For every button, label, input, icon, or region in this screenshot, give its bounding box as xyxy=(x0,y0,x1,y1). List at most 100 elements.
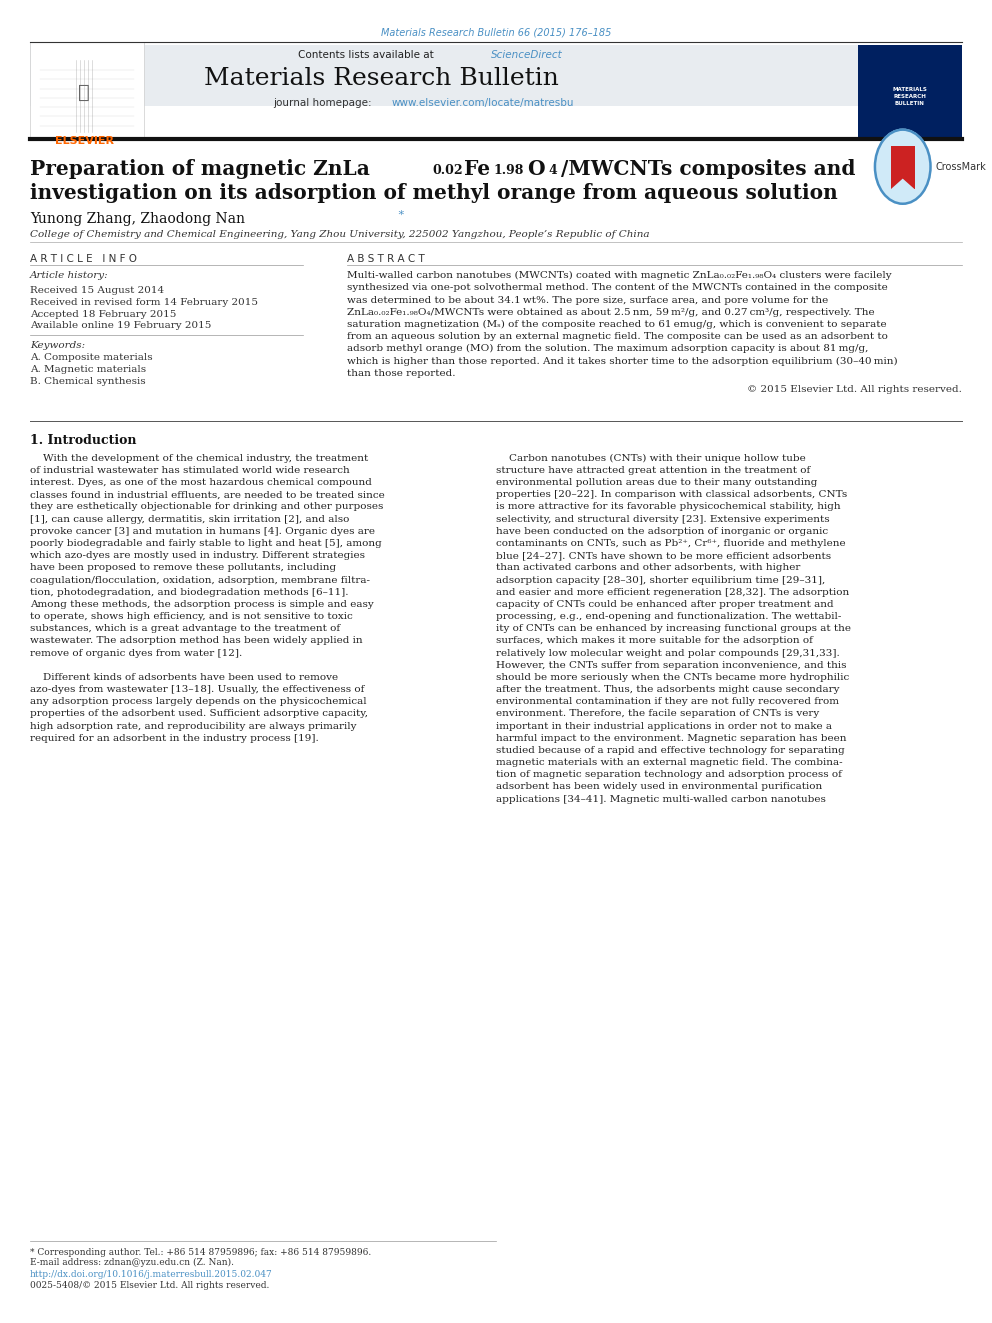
Text: adsorb methyl orange (MO) from the solution. The maximum adsorption capacity is : adsorb methyl orange (MO) from the solut… xyxy=(347,344,869,353)
Text: have been proposed to remove these pollutants, including: have been proposed to remove these pollu… xyxy=(30,564,336,573)
Text: coagulation/flocculation, oxidation, adsorption, membrane filtra-: coagulation/flocculation, oxidation, ads… xyxy=(30,576,370,585)
Text: relatively low molecular weight and polar compounds [29,31,33].: relatively low molecular weight and pola… xyxy=(496,648,840,658)
Text: 🌿: 🌿 xyxy=(78,83,90,102)
Text: Yunong Zhang, Zhaodong Nan: Yunong Zhang, Zhaodong Nan xyxy=(30,212,245,226)
Text: Fe: Fe xyxy=(464,159,490,179)
Text: studied because of a rapid and effective technology for separating: studied because of a rapid and effective… xyxy=(496,746,845,755)
Text: However, the CNTs suffer from separation inconvenience, and this: However, the CNTs suffer from separation… xyxy=(496,660,846,669)
Text: poorly biodegradable and fairly stable to light and heat [5], among: poorly biodegradable and fairly stable t… xyxy=(30,538,382,548)
Text: properties [20–22]. In comparison with classical adsorbents, CNTs: properties [20–22]. In comparison with c… xyxy=(496,491,847,499)
Text: ELSEVIER: ELSEVIER xyxy=(55,136,114,147)
Text: high adsorption rate, and reproducibility are always primarily: high adsorption rate, and reproducibilit… xyxy=(30,721,356,730)
Text: remove of organic dyes from water [12].: remove of organic dyes from water [12]. xyxy=(30,648,242,658)
Text: required for an adsorbent in the industry process [19].: required for an adsorbent in the industr… xyxy=(30,734,318,742)
Text: ScienceDirect: ScienceDirect xyxy=(491,50,562,61)
Text: Multi-walled carbon nanotubes (MWCNTs) coated with magnetic ZnLa₀.₀₂Fe₁.₉₈O₄ clu: Multi-walled carbon nanotubes (MWCNTs) c… xyxy=(347,271,892,280)
Text: Carbon nanotubes (CNTs) with their unique hollow tube: Carbon nanotubes (CNTs) with their uniqu… xyxy=(496,454,806,463)
Bar xyxy=(858,45,962,138)
Text: Available online 19 February 2015: Available online 19 February 2015 xyxy=(30,321,211,331)
Text: is more attractive for its favorable physicochemical stability, high: is more attractive for its favorable phy… xyxy=(496,503,840,512)
Text: tion, photodegradation, and biodegradation methods [6–11].: tion, photodegradation, and biodegradati… xyxy=(30,587,348,597)
Text: of industrial wastewater has stimulated world wide research: of industrial wastewater has stimulated … xyxy=(30,466,349,475)
Text: environment. Therefore, the facile separation of CNTs is very: environment. Therefore, the facile separ… xyxy=(496,709,819,718)
Bar xyxy=(30,42,144,139)
Text: was determined to be about 34.1 wt%. The pore size, surface area, and pore volum: was determined to be about 34.1 wt%. The… xyxy=(347,295,828,304)
Text: after the treatment. Thus, the adsorbents might cause secondary: after the treatment. Thus, the adsorbent… xyxy=(496,685,839,695)
Text: ity of CNTs can be enhanced by increasing functional groups at the: ity of CNTs can be enhanced by increasin… xyxy=(496,624,851,634)
Bar xyxy=(30,45,962,106)
Text: Among these methods, the adsorption process is simple and easy: Among these methods, the adsorption proc… xyxy=(30,599,374,609)
Text: which is higher than those reported. And it takes shorter time to the adsorption: which is higher than those reported. And… xyxy=(347,356,898,365)
Text: surfaces, which makes it more suitable for the adsorption of: surfaces, which makes it more suitable f… xyxy=(496,636,812,646)
Text: environmental contamination if they are not fully recovered from: environmental contamination if they are … xyxy=(496,697,839,706)
Text: Materials Research Bulletin 66 (2015) 176–185: Materials Research Bulletin 66 (2015) 17… xyxy=(381,28,611,38)
Text: azo-dyes from wastewater [13–18]. Usually, the effectiveness of: azo-dyes from wastewater [13–18]. Usuall… xyxy=(30,685,364,695)
Text: B. Chemical synthesis: B. Chemical synthesis xyxy=(30,377,146,386)
Text: harmful impact to the environment. Magnetic separation has been: harmful impact to the environment. Magne… xyxy=(496,734,846,742)
Text: applications [34–41]. Magnetic multi-walled carbon nanotubes: applications [34–41]. Magnetic multi-wal… xyxy=(496,795,826,803)
Text: adsorption capacity [28–30], shorter equilibrium time [29–31],: adsorption capacity [28–30], shorter equ… xyxy=(496,576,825,585)
Text: Different kinds of adsorbents have been used to remove: Different kinds of adsorbents have been … xyxy=(30,673,338,681)
Text: synthesized via one-pot solvothermal method. The content of the MWCNTs contained: synthesized via one-pot solvothermal met… xyxy=(347,283,888,292)
Text: capacity of CNTs could be enhanced after proper treatment and: capacity of CNTs could be enhanced after… xyxy=(496,599,833,609)
Text: selectivity, and structural diversity [23]. Extensive experiments: selectivity, and structural diversity [2… xyxy=(496,515,829,524)
Text: investigation on its adsorption of methyl orange from aqueous solution: investigation on its adsorption of methy… xyxy=(30,183,837,202)
Text: important in their industrial applications in order not to make a: important in their industrial applicatio… xyxy=(496,721,832,730)
Text: Keywords:: Keywords: xyxy=(30,341,85,351)
Text: O: O xyxy=(527,159,545,179)
Text: to operate, shows high efficiency, and is not sensitive to toxic: to operate, shows high efficiency, and i… xyxy=(30,613,352,620)
Text: from an aqueous solution by an external magnetic field. The composite can be use: from an aqueous solution by an external … xyxy=(347,332,888,341)
Text: Received 15 August 2014: Received 15 August 2014 xyxy=(30,286,164,295)
Text: wastewater. The adsorption method has been widely applied in: wastewater. The adsorption method has be… xyxy=(30,636,362,646)
Text: saturation magnetization (Mₛ) of the composite reached to 61 emug/g, which is co: saturation magnetization (Mₛ) of the com… xyxy=(347,320,887,329)
Text: than those reported.: than those reported. xyxy=(347,369,455,377)
Text: Preparation of magnetic ZnLa: Preparation of magnetic ZnLa xyxy=(30,159,370,179)
Text: magnetic materials with an external magnetic field. The combina-: magnetic materials with an external magn… xyxy=(496,758,842,767)
Text: E-mail address: zdnan@yzu.edu.cn (Z. Nan).: E-mail address: zdnan@yzu.edu.cn (Z. Nan… xyxy=(30,1258,234,1267)
Text: journal homepage:: journal homepage: xyxy=(273,98,375,108)
Text: blue [24–27]. CNTs have shown to be more efficient adsorbents: blue [24–27]. CNTs have shown to be more… xyxy=(496,552,831,560)
Circle shape xyxy=(875,130,930,204)
Text: College of Chemistry and Chemical Engineering, Yang Zhou University, 225002 Yang: College of Chemistry and Chemical Engine… xyxy=(30,230,649,239)
Text: MATERIALS
RESEARCH
BULLETIN: MATERIALS RESEARCH BULLETIN xyxy=(892,87,928,106)
Text: Materials Research Bulletin: Materials Research Bulletin xyxy=(204,67,559,90)
Text: 1.98: 1.98 xyxy=(493,164,524,177)
Text: have been conducted on the adsorption of inorganic or organic: have been conducted on the adsorption of… xyxy=(496,527,828,536)
Text: which azo-dyes are mostly used in industry. Different strategies: which azo-dyes are mostly used in indust… xyxy=(30,552,365,560)
Text: contaminants on CNTs, such as Pb²⁺, Cr⁶⁺, fluoride and methylene: contaminants on CNTs, such as Pb²⁺, Cr⁶⁺… xyxy=(496,538,845,548)
Text: 0025-5408/© 2015 Elsevier Ltd. All rights reserved.: 0025-5408/© 2015 Elsevier Ltd. All right… xyxy=(30,1281,269,1290)
Text: adsorbent has been widely used in environmental purification: adsorbent has been widely used in enviro… xyxy=(496,782,822,791)
Text: they are esthetically objectionable for drinking and other purposes: they are esthetically objectionable for … xyxy=(30,503,383,512)
Text: CrossMark: CrossMark xyxy=(935,161,986,172)
Text: properties of the adsorbent used. Sufficient adsorptive capacity,: properties of the adsorbent used. Suffic… xyxy=(30,709,368,718)
Text: A. Composite materials: A. Composite materials xyxy=(30,353,153,363)
FancyBboxPatch shape xyxy=(891,146,915,189)
Text: With the development of the chemical industry, the treatment: With the development of the chemical ind… xyxy=(30,454,368,463)
Text: Article history:: Article history: xyxy=(30,271,108,280)
Text: 4: 4 xyxy=(549,164,558,177)
Text: tion of magnetic separation technology and adsorption process of: tion of magnetic separation technology a… xyxy=(496,770,842,779)
Text: [1], can cause allergy, dermatitis, skin irritation [2], and also: [1], can cause allergy, dermatitis, skin… xyxy=(30,515,349,524)
Text: classes found in industrial effluents, are needed to be treated since: classes found in industrial effluents, a… xyxy=(30,491,385,499)
Text: Received in revised form 14 February 2015: Received in revised form 14 February 201… xyxy=(30,298,258,307)
Text: processing, e.g., end-opening and functionalization. The wettabil-: processing, e.g., end-opening and functi… xyxy=(496,613,841,620)
Text: http://dx.doi.org/10.1016/j.materresbull.2015.02.047: http://dx.doi.org/10.1016/j.materresbull… xyxy=(30,1270,273,1279)
Text: * Corresponding author. Tel.: +86 514 87959896; fax: +86 514 87959896.: * Corresponding author. Tel.: +86 514 87… xyxy=(30,1248,371,1257)
Text: Contents lists available at: Contents lists available at xyxy=(298,50,436,61)
Text: structure have attracted great attention in the treatment of: structure have attracted great attention… xyxy=(496,466,810,475)
Text: interest. Dyes, as one of the most hazardous chemical compound: interest. Dyes, as one of the most hazar… xyxy=(30,478,372,487)
Polygon shape xyxy=(891,179,915,189)
Text: Accepted 18 February 2015: Accepted 18 February 2015 xyxy=(30,310,177,319)
Text: © 2015 Elsevier Ltd. All rights reserved.: © 2015 Elsevier Ltd. All rights reserved… xyxy=(747,385,962,394)
Text: and easier and more efficient regeneration [28,32]. The adsorption: and easier and more efficient regenerati… xyxy=(496,587,849,597)
Text: A R T I C L E   I N F O: A R T I C L E I N F O xyxy=(30,254,137,265)
Text: ZnLa₀.₀₂Fe₁.₉₈O₄/MWCNTs were obtained as about 2.5 nm, 59 m²/g, and 0.27 cm³/g, : ZnLa₀.₀₂Fe₁.₉₈O₄/MWCNTs were obtained as… xyxy=(347,308,875,316)
Text: www.elsevier.com/locate/matresbu: www.elsevier.com/locate/matresbu xyxy=(392,98,574,108)
Text: provoke cancer [3] and mutation in humans [4]. Organic dyes are: provoke cancer [3] and mutation in human… xyxy=(30,527,375,536)
Text: substances, which is a great advantage to the treatment of: substances, which is a great advantage t… xyxy=(30,624,340,634)
Text: /MWCNTs composites and: /MWCNTs composites and xyxy=(561,159,856,179)
Text: *: * xyxy=(395,210,404,221)
Text: should be more seriously when the CNTs became more hydrophilic: should be more seriously when the CNTs b… xyxy=(496,673,849,681)
Text: than activated carbons and other adsorbents, with higher: than activated carbons and other adsorbe… xyxy=(496,564,801,573)
Text: environmental pollution areas due to their many outstanding: environmental pollution areas due to the… xyxy=(496,478,817,487)
